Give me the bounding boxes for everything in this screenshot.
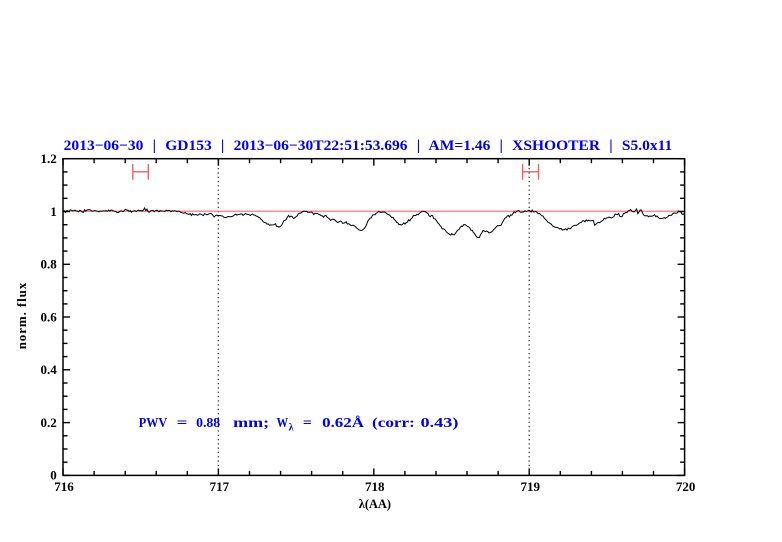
svg-text:0.4: 0.4 bbox=[41, 362, 58, 377]
svg-text:W: W bbox=[277, 415, 289, 430]
svg-text:λ(AA): λ(AA) bbox=[359, 496, 391, 511]
svg-text:norm. flux: norm. flux bbox=[14, 282, 29, 349]
svg-text:PWV: PWV bbox=[139, 415, 168, 430]
svg-text:720: 720 bbox=[676, 479, 696, 494]
svg-text:0.88: 0.88 bbox=[196, 415, 220, 430]
svg-text:717: 717 bbox=[210, 479, 230, 494]
svg-text:0: 0 bbox=[50, 468, 57, 483]
svg-text:0.43): 0.43) bbox=[421, 415, 459, 430]
svg-text:0.6: 0.6 bbox=[41, 309, 58, 324]
svg-text:=: = bbox=[177, 415, 188, 430]
svg-text:716: 716 bbox=[54, 479, 74, 494]
svg-text:1: 1 bbox=[50, 204, 57, 219]
svg-text:mm;: mm; bbox=[233, 415, 269, 430]
svg-text:0.62Å: 0.62Å bbox=[322, 415, 364, 430]
svg-text:1.2: 1.2 bbox=[41, 151, 57, 166]
svg-text:0.8: 0.8 bbox=[41, 257, 58, 272]
svg-text:=: = bbox=[303, 415, 312, 430]
svg-text:718: 718 bbox=[365, 479, 385, 494]
svg-text:(corr:: (corr: bbox=[372, 415, 415, 430]
svg-text:719: 719 bbox=[520, 479, 540, 494]
svg-text:0.2: 0.2 bbox=[41, 415, 57, 430]
svg-text:2013−06−30 | GD153 | 2013−06−3: 2013−06−30 | GD153 | 2013−06−30T22:51:53… bbox=[64, 138, 673, 154]
svg-text:λ: λ bbox=[289, 422, 294, 433]
